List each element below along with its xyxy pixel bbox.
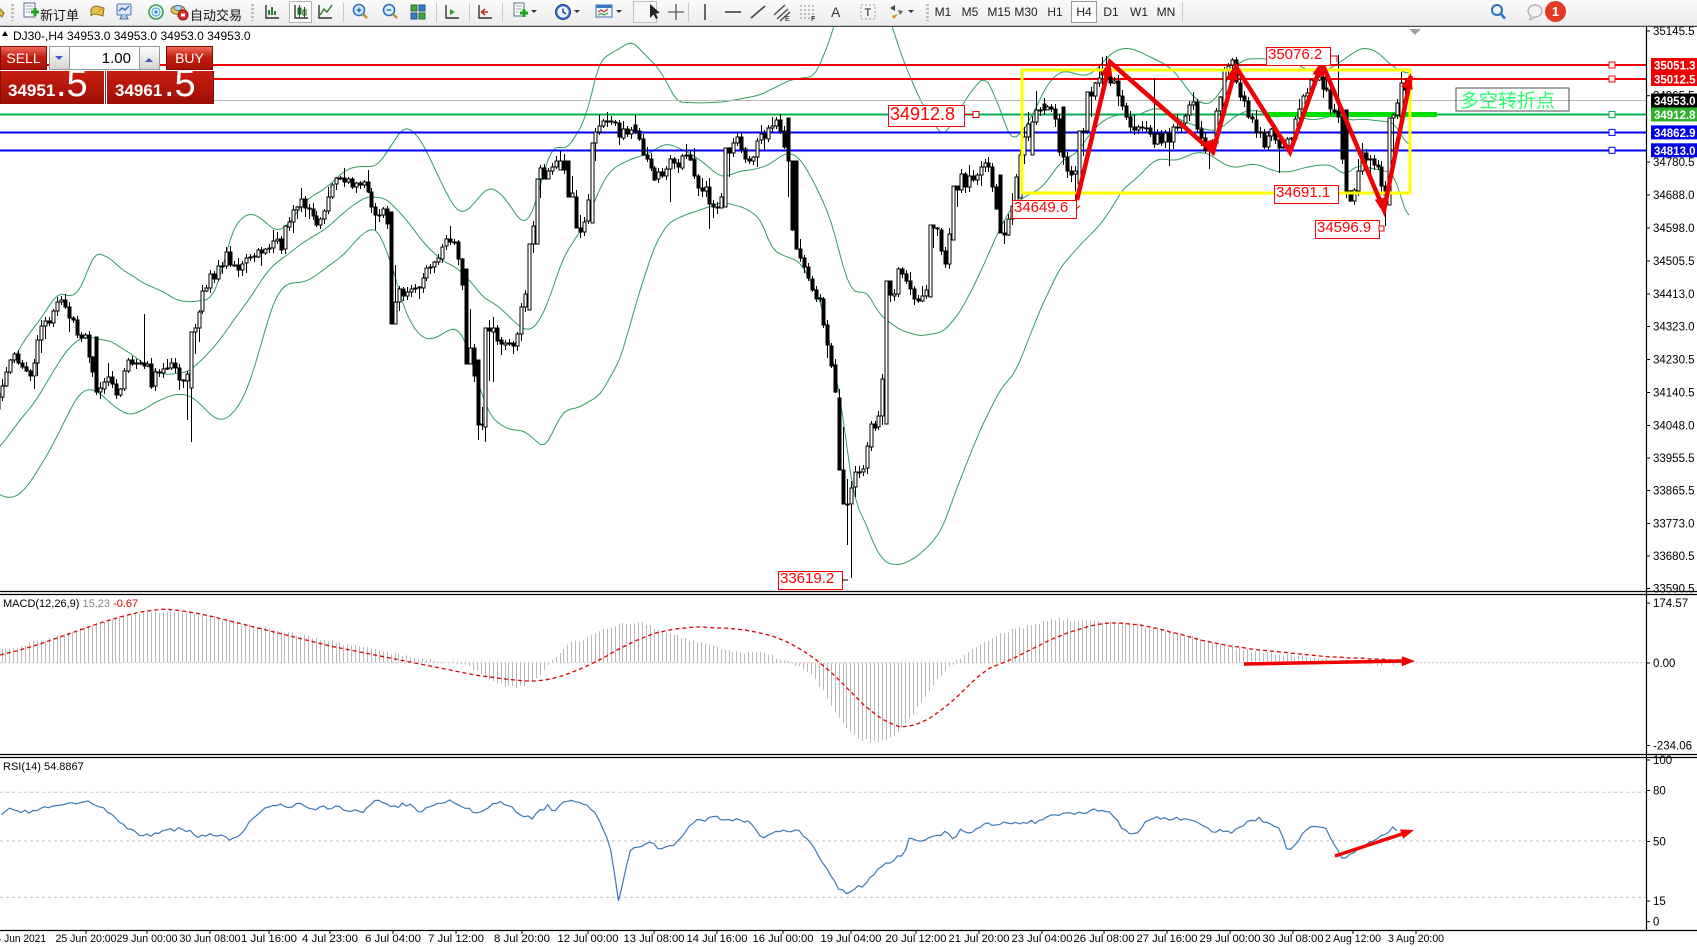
- svg-text:34780.5: 34780.5: [1653, 157, 1695, 169]
- svg-text:50: 50: [1653, 837, 1666, 849]
- svg-text:21 Jul 20:00: 21 Jul 20:00: [949, 933, 1010, 945]
- svg-text:34505.5: 34505.5: [1653, 256, 1695, 268]
- svg-text:29 Jul 00:00: 29 Jul 00:00: [1200, 933, 1261, 945]
- svg-text:34596.9: 34596.9: [1317, 219, 1371, 236]
- svg-text:27 Jul 16:00: 27 Jul 16:00: [1137, 933, 1198, 945]
- svg-text:12 Jul 00:00: 12 Jul 00:00: [558, 933, 619, 945]
- svg-text:19 Jul 04:00: 19 Jul 04:00: [821, 933, 882, 945]
- svg-text:0.00: 0.00: [1653, 658, 1675, 670]
- svg-text:34688.0: 34688.0: [1653, 190, 1695, 202]
- svg-text:34912.8: 34912.8: [1654, 110, 1696, 122]
- svg-text:33680.5: 33680.5: [1653, 551, 1695, 563]
- svg-text:34953.0: 34953.0: [1654, 96, 1696, 108]
- svg-text:6 Jul 04:00: 6 Jul 04:00: [365, 933, 421, 945]
- svg-text:33955.5: 33955.5: [1653, 453, 1695, 465]
- svg-text:30 Jul 08:00: 30 Jul 08:00: [1263, 933, 1324, 945]
- svg-text:35076.2: 35076.2: [1268, 46, 1322, 63]
- svg-text:-234.06: -234.06: [1653, 741, 1692, 753]
- svg-text:34323.0: 34323.0: [1653, 322, 1695, 334]
- svg-text:23 Jul 04:00: 23 Jul 04:00: [1012, 933, 1073, 945]
- svg-text:33590.5: 33590.5: [1653, 584, 1695, 596]
- svg-text:DJ30-,H4 34953.0 34953.0 3495: DJ30-,H4 34953.0 34953.0 34953.0 34953.0: [13, 29, 251, 43]
- svg-text:26 Jul 08:00: 26 Jul 08:00: [1074, 933, 1135, 945]
- svg-text:34598.0: 34598.0: [1653, 223, 1695, 235]
- svg-text:14 Jul 16:00: 14 Jul 16:00: [687, 933, 748, 945]
- svg-text:34813.0: 34813.0: [1654, 146, 1696, 158]
- svg-text:33619.2: 33619.2: [780, 570, 834, 587]
- svg-text:13 Jul 08:00: 13 Jul 08:00: [624, 933, 685, 945]
- svg-text:0: 0: [1653, 917, 1659, 929]
- svg-text:33773.0: 33773.0: [1653, 519, 1695, 531]
- svg-text:16 Jul 00:00: 16 Jul 00:00: [753, 933, 814, 945]
- svg-text:多空转折点: 多空转折点: [1460, 90, 1555, 112]
- svg-text:F: F: [811, 16, 815, 22]
- svg-text:174.57: 174.57: [1653, 598, 1688, 610]
- svg-text:E: E: [785, 16, 790, 22]
- svg-text:34691.1: 34691.1: [1276, 184, 1330, 201]
- svg-text:35051.3: 35051.3: [1654, 61, 1696, 73]
- svg-text:80: 80: [1653, 786, 1666, 798]
- svg-text:34862.9: 34862.9: [1654, 128, 1696, 140]
- svg-text:T: T: [865, 7, 872, 19]
- svg-text:34912.8: 34912.8: [890, 104, 955, 124]
- svg-text:34230.5: 34230.5: [1653, 355, 1695, 367]
- svg-text:8 Jul 20:00: 8 Jul 20:00: [494, 933, 550, 945]
- svg-text:20 Jul 12:00: 20 Jul 12:00: [886, 933, 947, 945]
- svg-text:24 Jun 2021: 24 Jun 2021: [0, 933, 46, 945]
- svg-text:RSI(14) 54.8867: RSI(14) 54.8867: [3, 761, 84, 773]
- svg-text:29 Jun 00:00: 29 Jun 00:00: [117, 933, 178, 945]
- svg-text:35012.5: 35012.5: [1654, 75, 1696, 87]
- svg-text:7 Jul 12:00: 7 Jul 12:00: [428, 933, 484, 945]
- svg-text:4 Jul 23:00: 4 Jul 23:00: [302, 933, 358, 945]
- svg-text:1 Jul 16:00: 1 Jul 16:00: [241, 933, 297, 945]
- svg-text:34048.0: 34048.0: [1653, 421, 1695, 433]
- svg-text:MACD(12,26,9) 15.23 -0.67: MACD(12,26,9) 15.23 -0.67: [3, 598, 138, 610]
- svg-text:34413.0: 34413.0: [1653, 289, 1695, 301]
- svg-text:34649.6: 34649.6: [1014, 199, 1068, 216]
- svg-text:34140.5: 34140.5: [1653, 388, 1695, 400]
- svg-text:35145.5: 35145.5: [1653, 26, 1695, 38]
- svg-text:3 Aug 20:00: 3 Aug 20:00: [1388, 933, 1444, 945]
- svg-text:25 Jun 20:00: 25 Jun 20:00: [56, 933, 117, 945]
- svg-text:100: 100: [1653, 755, 1672, 767]
- svg-text:30 Jun 08:00: 30 Jun 08:00: [180, 933, 241, 945]
- svg-text:2 Aug 12:00: 2 Aug 12:00: [1325, 933, 1381, 945]
- svg-text:15: 15: [1653, 896, 1666, 908]
- svg-text:33865.5: 33865.5: [1653, 486, 1695, 498]
